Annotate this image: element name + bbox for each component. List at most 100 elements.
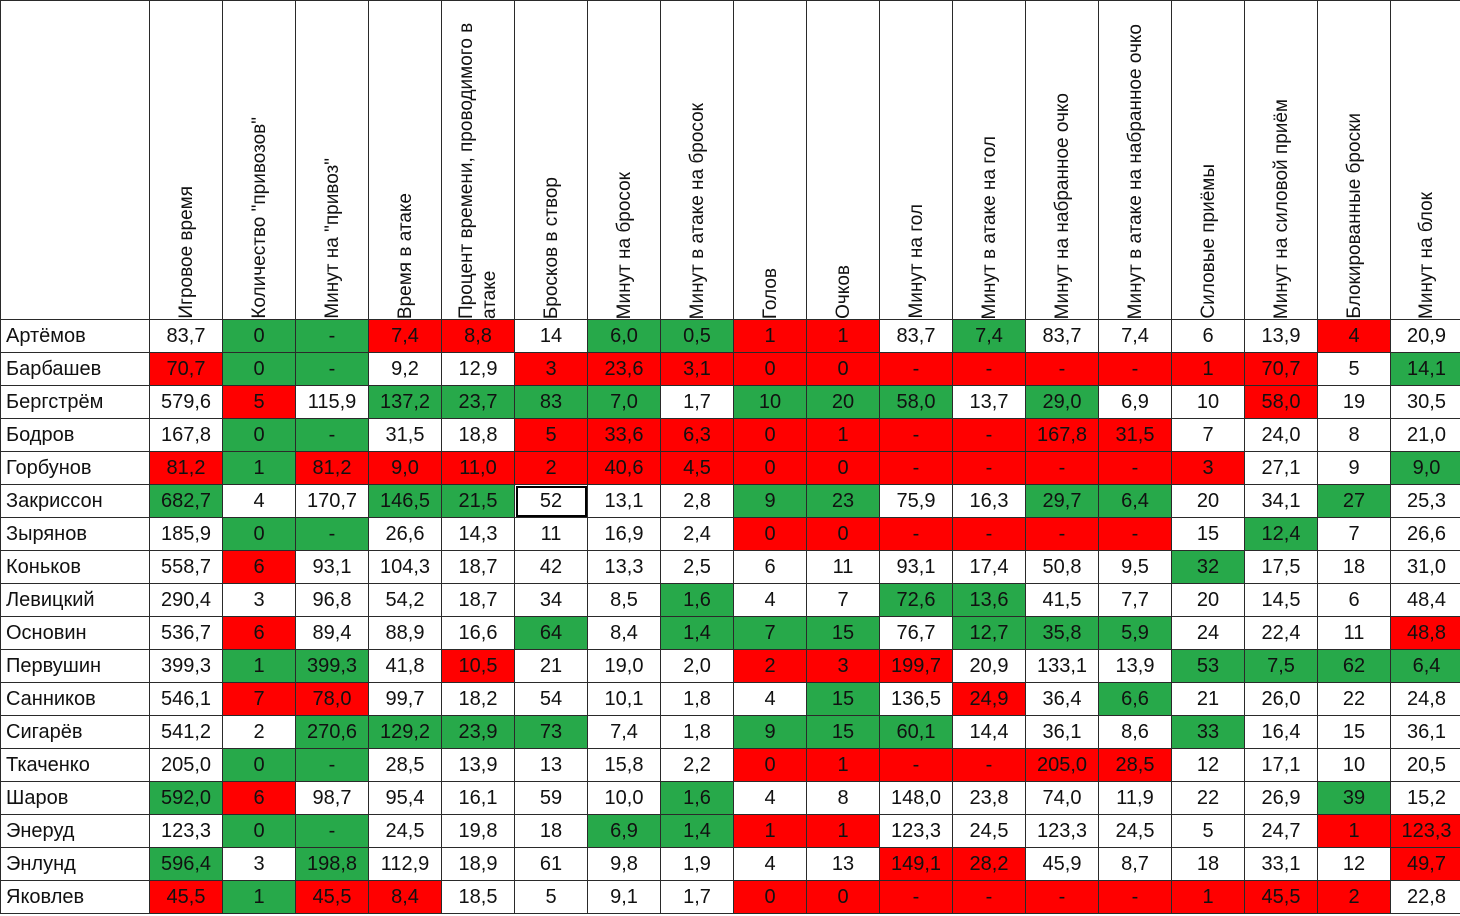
header-cell[interactable]: Количество "привозов" [222, 0, 296, 320]
stat-cell[interactable]: 48,8 [1390, 616, 1460, 650]
stat-cell[interactable]: 1 [806, 814, 880, 848]
stat-cell[interactable]: 0 [222, 814, 296, 848]
stat-cell[interactable]: 32 [1171, 550, 1245, 584]
stat-cell[interactable]: 0 [222, 319, 296, 353]
stat-cell[interactable]: 18 [1171, 847, 1245, 881]
stat-cell[interactable]: 42 [514, 550, 588, 584]
stat-cell[interactable]: 26,9 [1244, 781, 1318, 815]
stat-cell[interactable]: 23 [806, 484, 880, 518]
stat-cell[interactable]: 12 [1317, 847, 1391, 881]
stat-cell[interactable]: 0 [733, 880, 807, 914]
stat-cell[interactable]: 21,0 [1390, 418, 1460, 452]
stat-cell[interactable]: 28,5 [1098, 748, 1172, 782]
stat-cell[interactable]: 18,8 [441, 418, 515, 452]
stat-cell[interactable]: 399,3 [295, 649, 369, 683]
stat-cell[interactable]: 2,0 [660, 649, 734, 683]
player-name-cell[interactable]: Санников [0, 682, 150, 716]
player-name-cell[interactable]: Яковлев [0, 880, 150, 914]
stat-cell[interactable]: 10,1 [587, 682, 661, 716]
stat-cell[interactable]: 10,0 [587, 781, 661, 815]
stat-cell[interactable]: 75,9 [879, 484, 953, 518]
stat-cell[interactable]: - [1098, 352, 1172, 386]
player-name-cell[interactable]: Сигарёв [0, 715, 150, 749]
stat-cell[interactable]: 7,4 [952, 319, 1026, 353]
stat-cell[interactable]: 9,2 [368, 352, 442, 386]
stat-cell[interactable]: 45,5 [149, 880, 223, 914]
stat-cell[interactable]: 399,3 [149, 649, 223, 683]
stat-cell[interactable]: 64 [514, 616, 588, 650]
stat-cell[interactable]: 1 [806, 418, 880, 452]
stat-cell[interactable]: 1,6 [660, 583, 734, 617]
stat-cell[interactable]: 185,9 [149, 517, 223, 551]
stat-cell[interactable]: 4 [1317, 319, 1391, 353]
stat-cell[interactable]: - [295, 517, 369, 551]
stat-cell[interactable]: 53 [1171, 649, 1245, 683]
stat-cell[interactable]: 0 [222, 418, 296, 452]
stat-cell[interactable]: 149,1 [879, 847, 953, 881]
player-name-cell[interactable]: Энеруд [0, 814, 150, 848]
stat-cell[interactable]: 9 [1317, 451, 1391, 485]
stat-cell[interactable]: 18,9 [441, 847, 515, 881]
stat-cell[interactable]: 11 [1317, 616, 1391, 650]
stat-cell[interactable]: 4 [222, 484, 296, 518]
stat-cell[interactable]: 11,0 [441, 451, 515, 485]
stat-cell[interactable]: 12 [1171, 748, 1245, 782]
stat-cell[interactable]: 18 [1317, 550, 1391, 584]
stat-cell[interactable]: 88,9 [368, 616, 442, 650]
stat-cell[interactable]: 14,1 [1390, 352, 1460, 386]
stat-cell[interactable]: 5 [1317, 352, 1391, 386]
stat-cell[interactable]: 6 [222, 781, 296, 815]
stat-cell[interactable]: 29,7 [1025, 484, 1099, 518]
stat-cell[interactable]: - [879, 748, 953, 782]
stat-cell[interactable]: 83,7 [149, 319, 223, 353]
player-name-cell[interactable]: Закриссон [0, 484, 150, 518]
stat-cell[interactable]: 0 [806, 451, 880, 485]
stat-cell[interactable]: 596,4 [149, 847, 223, 881]
stat-cell[interactable]: 81,2 [295, 451, 369, 485]
stat-cell[interactable]: 9 [733, 715, 807, 749]
header-cell[interactable]: Минут в атаке на набранное очко [1098, 0, 1172, 320]
stat-cell[interactable]: 45,5 [295, 880, 369, 914]
stat-cell[interactable]: 0 [733, 451, 807, 485]
stat-cell[interactable]: 1 [222, 880, 296, 914]
stat-cell[interactable]: 13,1 [587, 484, 661, 518]
stat-cell[interactable]: 5 [222, 385, 296, 419]
header-cell[interactable]: Голов [733, 0, 807, 320]
stat-cell[interactable]: 15 [1171, 517, 1245, 551]
stat-cell[interactable]: 129,2 [368, 715, 442, 749]
stat-cell[interactable]: 146,5 [368, 484, 442, 518]
player-name-cell[interactable]: Бергстрём [0, 385, 150, 419]
stat-cell[interactable]: 58,0 [879, 385, 953, 419]
stat-cell[interactable]: 2 [514, 451, 588, 485]
stat-cell[interactable]: 2,5 [660, 550, 734, 584]
stat-cell[interactable]: 11 [514, 517, 588, 551]
stat-cell[interactable]: 6,6 [1098, 682, 1172, 716]
stat-cell[interactable]: 22 [1171, 781, 1245, 815]
player-name-cell[interactable]: Шаров [0, 781, 150, 815]
stat-cell[interactable]: 7 [733, 616, 807, 650]
stat-cell[interactable]: 83,7 [879, 319, 953, 353]
header-cell[interactable]: Минут на бросок [587, 0, 661, 320]
player-name-cell[interactable]: Энлунд [0, 847, 150, 881]
stat-cell[interactable]: 9,0 [368, 451, 442, 485]
stat-cell[interactable]: 26,6 [1390, 517, 1460, 551]
stat-cell[interactable]: 290,4 [149, 583, 223, 617]
stat-cell[interactable]: 205,0 [1025, 748, 1099, 782]
stat-cell[interactable]: - [952, 880, 1026, 914]
stat-cell[interactable]: 2 [733, 649, 807, 683]
stat-cell[interactable]: 1 [733, 814, 807, 848]
stat-cell[interactable]: 36,4 [1025, 682, 1099, 716]
header-cell[interactable]: Минут на "привоз" [295, 0, 369, 320]
stat-cell[interactable]: 14,5 [1244, 583, 1318, 617]
stat-cell[interactable]: 19 [1317, 385, 1391, 419]
stat-cell[interactable]: 36,1 [1025, 715, 1099, 749]
header-cell[interactable]: Бросков в створ [514, 0, 588, 320]
stat-cell[interactable]: 4,5 [660, 451, 734, 485]
stat-cell[interactable]: 26,0 [1244, 682, 1318, 716]
stat-cell[interactable]: 14,4 [952, 715, 1026, 749]
stat-cell[interactable]: 8 [806, 781, 880, 815]
stat-cell[interactable]: 11 [806, 550, 880, 584]
stat-cell[interactable]: 11,9 [1098, 781, 1172, 815]
stat-cell[interactable]: 133,1 [1025, 649, 1099, 683]
stat-cell[interactable]: 0 [806, 352, 880, 386]
